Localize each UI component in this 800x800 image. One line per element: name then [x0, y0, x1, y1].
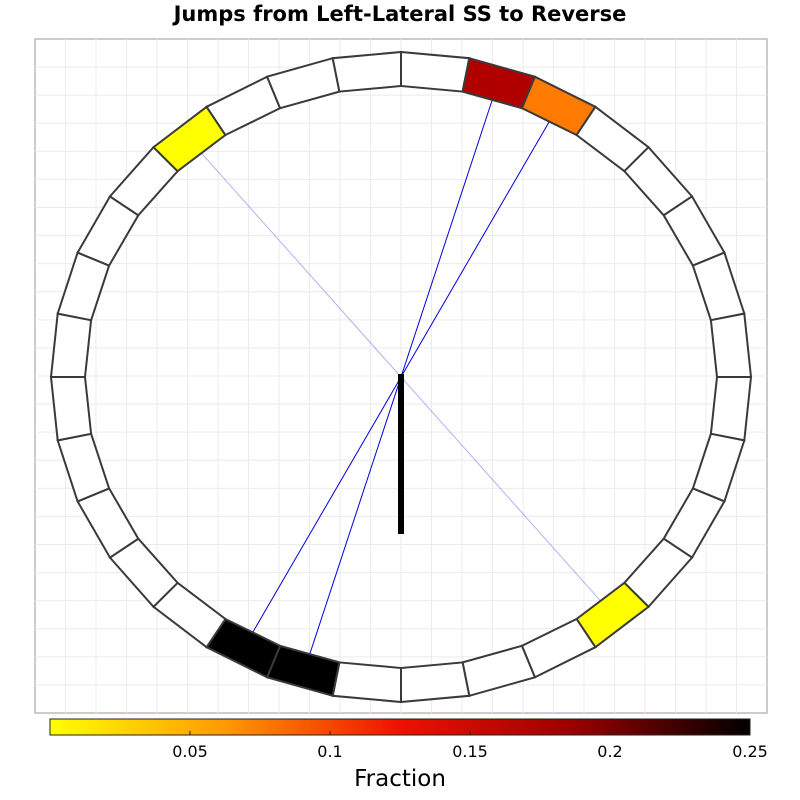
colorbar-title: Fraction — [354, 766, 446, 792]
jump-link — [400, 120, 551, 378]
colorbar-tick-label: 0.2 — [597, 742, 622, 761]
segment — [709, 376, 753, 442]
jump-links — [200, 98, 602, 656]
segment — [709, 312, 753, 378]
colorbar-tick-label: 0.1 — [317, 742, 342, 761]
segment — [400, 50, 471, 93]
jump-link — [400, 376, 602, 603]
segment-ring — [49, 50, 753, 704]
segment — [331, 50, 402, 93]
jump-link — [400, 98, 494, 378]
segment — [400, 661, 471, 704]
colorbar — [49, 718, 751, 736]
jump-link — [251, 376, 402, 634]
chart-title: Jumps from Left-Lateral SS to Reverse — [173, 2, 627, 26]
jump-link — [200, 151, 402, 378]
segment — [49, 376, 93, 442]
segment — [331, 661, 402, 704]
jump-link — [308, 376, 402, 656]
segment — [49, 312, 93, 378]
colorbar-tick-label: 0.25 — [732, 742, 768, 761]
colorbar-tick-label: 0.05 — [172, 742, 208, 761]
colorbar-ticks: 0.05 0.1 0.15 0.2 0.25 — [172, 731, 768, 761]
center-bar — [398, 374, 404, 534]
colorbar-tick-label: 0.15 — [452, 742, 488, 761]
